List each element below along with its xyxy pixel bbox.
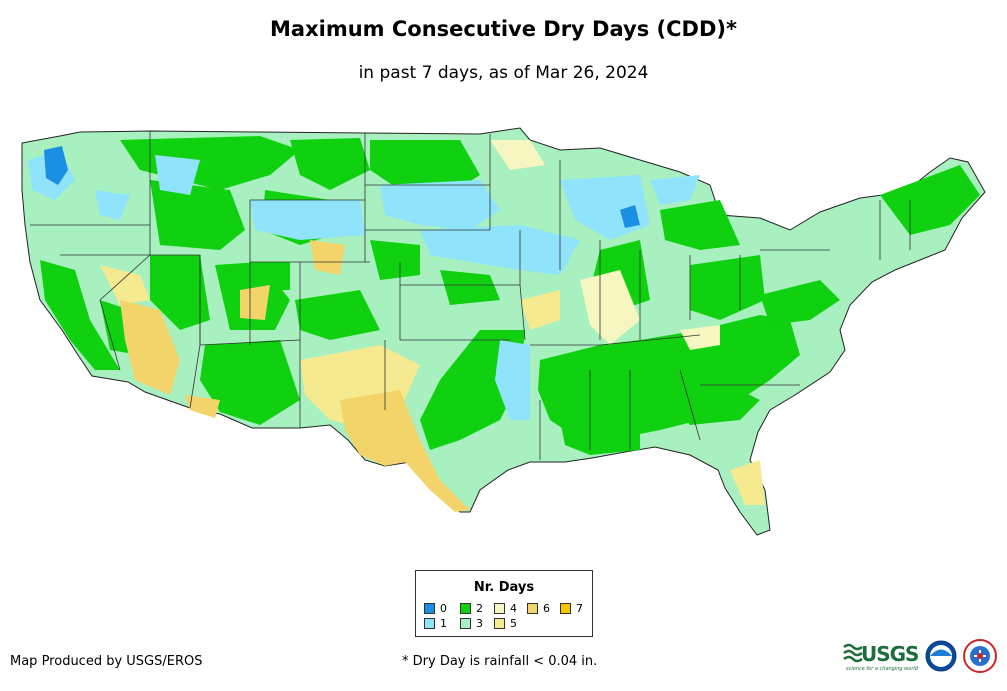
legend-label-0: 0 bbox=[440, 602, 447, 615]
legend-title: Nr. Days bbox=[473, 580, 535, 595]
dry-day-footnote: * Dry Day is rainfall < 0.04 in. bbox=[402, 654, 598, 669]
map-title: Maximum Consecutive Dry Days (CDD)* bbox=[270, 17, 737, 41]
legend-swatch-0 bbox=[424, 603, 435, 614]
legend-label-5: 5 bbox=[510, 617, 517, 630]
class-1-regions bbox=[28, 150, 700, 420]
legend-swatch-7 bbox=[560, 603, 571, 614]
class-4-regions bbox=[490, 140, 720, 350]
class-2-regions bbox=[40, 136, 980, 455]
map-producer-credit: Map Produced by USGS/EROS bbox=[10, 654, 203, 669]
legend-swatch-3 bbox=[460, 618, 471, 629]
legend-swatch-6 bbox=[527, 603, 538, 614]
noaa-logo-icon bbox=[925, 640, 957, 672]
legend-label-3: 3 bbox=[476, 617, 483, 630]
legend-label-2: 2 bbox=[476, 602, 483, 615]
legend-label-7: 7 bbox=[576, 602, 583, 615]
legend-label-6: 6 bbox=[543, 602, 550, 615]
class-0-regions bbox=[44, 146, 640, 228]
map-subtitle: in past 7 days, as of Mar 26, 2024 bbox=[358, 63, 649, 83]
legend-swatch-2 bbox=[460, 603, 471, 614]
usgs-tagline: science for a changing world bbox=[846, 666, 918, 672]
legend-swatch-1 bbox=[424, 618, 435, 629]
class-6-regions bbox=[120, 240, 470, 512]
usgs-logo: USGS science for a changing world bbox=[843, 638, 921, 674]
legend-label-1: 1 bbox=[440, 617, 447, 630]
usgs-wave-icon bbox=[843, 643, 863, 663]
nws-logo-icon bbox=[963, 639, 997, 673]
legend-swatch-4 bbox=[494, 603, 505, 614]
legend-swatch-5 bbox=[494, 618, 505, 629]
us-dry-days-map bbox=[21, 127, 986, 536]
legend: Nr. Days 0 1 2 3 4 5 6 7 bbox=[415, 570, 593, 637]
usgs-wordmark: USGS bbox=[861, 642, 919, 666]
state-borders bbox=[30, 131, 911, 460]
legend-label-4: 4 bbox=[510, 602, 517, 615]
